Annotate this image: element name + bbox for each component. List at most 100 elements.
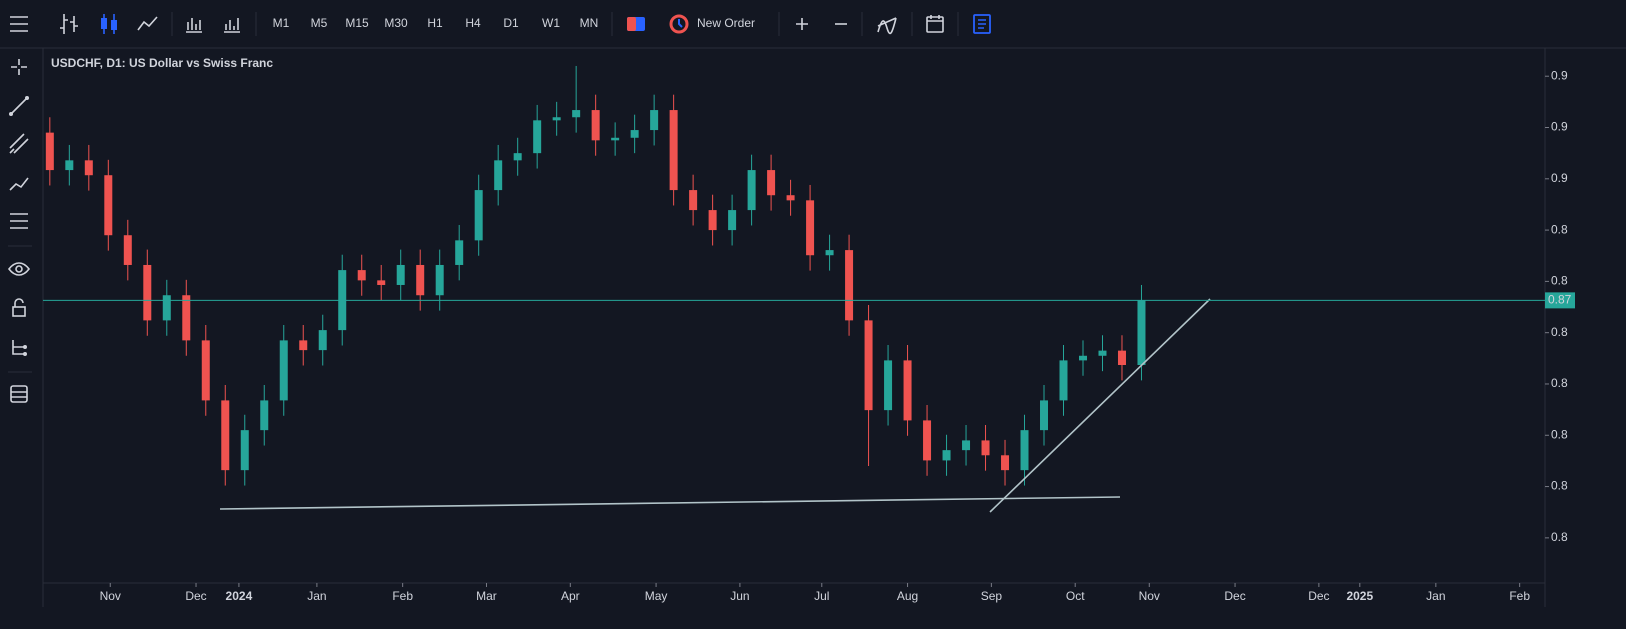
candle-body xyxy=(143,264,152,321)
trend-line[interactable] xyxy=(989,298,1211,513)
y-tick-label: 0.8 xyxy=(1551,325,1568,339)
timeframe-button[interactable]: MN xyxy=(580,16,599,30)
candle-body xyxy=(806,200,815,256)
last-price-box xyxy=(1545,292,1575,309)
lock-tool[interactable] xyxy=(12,298,26,317)
crosshair-tool[interactable] xyxy=(11,59,27,75)
candle-body xyxy=(942,450,951,461)
candle-body xyxy=(825,250,834,256)
y-tick-label: 0.8 xyxy=(1551,427,1568,441)
candle-body xyxy=(611,137,620,141)
candle-body xyxy=(533,120,542,154)
timeframe-button[interactable]: M15 xyxy=(345,16,369,30)
x-tick-label: Mar xyxy=(476,589,497,603)
candle-body xyxy=(630,130,639,138)
calendar-button[interactable] xyxy=(926,15,944,33)
template-button[interactable] xyxy=(973,14,991,34)
candle-body xyxy=(182,295,191,341)
x-tick-label: Feb xyxy=(392,589,413,603)
candle-body xyxy=(962,440,971,451)
zoom-in-button[interactable] xyxy=(796,18,808,30)
x-tick-label: Jul xyxy=(814,589,829,603)
trade-button[interactable] xyxy=(627,17,645,31)
x-tick-label: Jun xyxy=(730,589,749,603)
candle-body xyxy=(123,235,132,265)
y-tick-label: 0.9 xyxy=(1551,171,1568,185)
timeframe-button[interactable]: M5 xyxy=(311,16,328,30)
timeframe-button[interactable]: D1 xyxy=(503,16,519,30)
visibility-tool[interactable] xyxy=(7,262,31,276)
candle-body xyxy=(45,132,54,171)
volume-button[interactable] xyxy=(186,18,202,33)
timeframe-button[interactable]: H1 xyxy=(427,16,443,30)
y-tick-label: 0.9 xyxy=(1551,68,1568,82)
candle-body xyxy=(455,240,464,265)
x-tick-label: Dec xyxy=(1224,589,1245,603)
candle-body xyxy=(396,264,405,285)
candle-body xyxy=(884,360,893,411)
timeframe-button[interactable]: M1 xyxy=(273,16,290,30)
candle-body xyxy=(240,430,249,471)
x-tick-label: Apr xyxy=(561,589,580,603)
candle-body xyxy=(416,264,425,296)
timeframe-button[interactable]: H4 xyxy=(465,16,481,30)
candle-body xyxy=(786,195,795,201)
candle-body xyxy=(279,340,288,401)
candle-chart-button[interactable] xyxy=(101,14,117,34)
candle-body xyxy=(864,320,873,411)
x-tick-label: Sep xyxy=(981,589,1003,603)
candle-body xyxy=(65,160,74,171)
candle-body xyxy=(669,110,678,191)
timeframe-button[interactable]: W1 xyxy=(542,16,560,30)
layers-tool[interactable] xyxy=(10,385,28,403)
candle-body xyxy=(513,153,522,161)
candle-body xyxy=(377,280,386,285)
candle-body xyxy=(260,400,269,431)
indicators-button[interactable] xyxy=(877,17,897,35)
trendline-tool[interactable] xyxy=(9,96,29,116)
x-tick-label: Nov xyxy=(1139,589,1160,603)
chart-title: USDCHF, D1: US Dollar vs Swiss Franc xyxy=(51,56,273,70)
candle-body xyxy=(903,360,912,421)
candle-body xyxy=(728,210,737,231)
fibonacci-tool[interactable] xyxy=(10,213,28,229)
x-tick-label: Nov xyxy=(100,589,121,603)
y-tick-label: 0.8 xyxy=(1551,274,1568,288)
last-price-label: 0.87 xyxy=(1548,293,1572,307)
candle-body xyxy=(1117,350,1126,365)
y-tick-label: 0.8 xyxy=(1551,376,1568,390)
timeframe-button[interactable]: M30 xyxy=(384,16,408,30)
new-order-button[interactable]: New Order xyxy=(669,14,755,34)
x-tick-label: Feb xyxy=(1509,589,1530,603)
y-tick-label: 0.8 xyxy=(1551,530,1568,544)
toolbar xyxy=(0,0,1626,48)
x-tick-label: Jan xyxy=(1426,589,1445,603)
candle-body xyxy=(1078,355,1087,361)
candle-body xyxy=(494,160,503,191)
indicator-button[interactable] xyxy=(224,18,240,33)
support-line[interactable] xyxy=(219,496,1121,510)
pattern-tool[interactable] xyxy=(9,177,29,191)
x-tick-label: 2025 xyxy=(1346,589,1373,603)
x-tick-label: Aug xyxy=(897,589,918,603)
candle-body xyxy=(1098,350,1107,356)
menu-button[interactable] xyxy=(10,16,28,32)
candle-body xyxy=(1040,400,1049,431)
x-tick-label: Jan xyxy=(307,589,326,603)
candle-body xyxy=(84,160,93,176)
candle-body xyxy=(357,270,366,281)
plot-area xyxy=(45,65,1146,486)
candle-body xyxy=(845,250,854,321)
objects-tree-tool[interactable] xyxy=(12,340,27,356)
candle-body xyxy=(591,110,600,141)
bar-chart-button[interactable] xyxy=(60,14,78,34)
channel-tool[interactable] xyxy=(9,133,29,154)
candle-body xyxy=(162,295,171,321)
candle-body xyxy=(1020,430,1029,471)
line-chart-button[interactable] xyxy=(137,16,158,31)
candle-body xyxy=(435,264,444,296)
candle-body xyxy=(747,170,756,211)
x-tick-label: Oct xyxy=(1066,589,1085,603)
